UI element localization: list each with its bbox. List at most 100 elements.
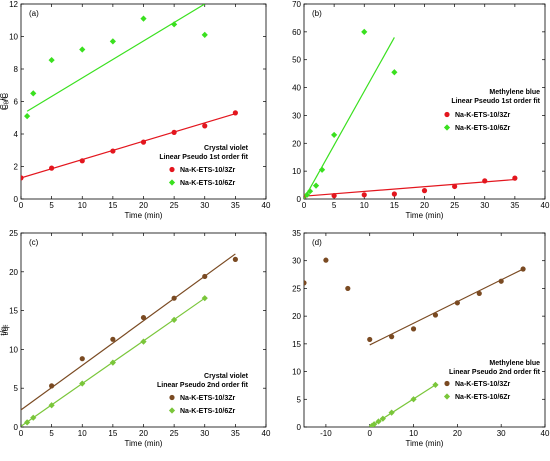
panel-label: (c) [29, 238, 39, 247]
x-tick-label: 5 [49, 429, 54, 438]
fit-line [21, 113, 236, 179]
plot-frame [303, 232, 546, 428]
x-tick-label: 0 [19, 201, 24, 210]
data-point [48, 56, 55, 64]
data-point [304, 280, 307, 286]
y-tick-label: 10 [9, 345, 18, 354]
data-point [49, 383, 55, 389]
annotation-line: Methylene blue [489, 89, 540, 96]
y-tick-label: 70 [292, 0, 301, 9]
data-point [375, 418, 382, 425]
legend-label: Na-K-ETS-10/3Zr [180, 395, 236, 402]
x-tick-label: 15 [108, 429, 117, 438]
data-point [171, 295, 177, 301]
panel-c: 0 5 10 15 20 25 30 35 40 0 5 10 15 20 25 Time (min) t/qₜ… [1, 229, 271, 448]
y-tick-label: 35 [292, 229, 301, 238]
data-point [304, 191, 311, 198]
y-tick-label: 15 [292, 340, 301, 349]
y-tick-label: 25 [9, 229, 18, 238]
data-point [140, 139, 147, 145]
legend-entry: Na-K-ETS-10/6Zr [443, 393, 511, 401]
y-tick-label: 10 [292, 167, 301, 176]
x-tick-label: 25 [170, 201, 179, 210]
x-tick-label: 40 [541, 429, 550, 438]
data-point [21, 175, 24, 181]
series-2 [368, 381, 439, 427]
y-tick-label: 0 [14, 423, 19, 432]
data-point [79, 46, 86, 53]
x-tick-label: 10 [360, 201, 369, 210]
data-point [318, 166, 326, 173]
data-point [421, 188, 428, 194]
y-tick-label: 25 [292, 284, 301, 293]
data-point [391, 191, 397, 197]
data-point [361, 192, 367, 198]
data-point [410, 396, 417, 403]
y-tick-label: 30 [292, 257, 301, 266]
data-point [232, 110, 238, 116]
x-tick-label: 25 [450, 201, 459, 210]
y-tick-label: 12 [9, 0, 18, 9]
data-point [331, 131, 338, 139]
fit-line [26, 4, 206, 112]
legend-entry: Na-K-ETS-10/3Zr [444, 380, 511, 388]
y-tick-label: 15 [9, 307, 18, 316]
legend-label: Na-K-ETS-10/6Zr [455, 394, 511, 401]
x-tick-label: 10 [409, 429, 418, 438]
y-tick-label: 20 [9, 268, 18, 277]
data-point [345, 285, 351, 292]
data-point [476, 290, 482, 297]
legend-marker [168, 179, 176, 186]
x-tick-label: 15 [390, 201, 399, 210]
x-tick-label: 30 [200, 201, 209, 210]
y-axis-label: C₀/C [1, 93, 10, 110]
x-tick-label: 20 [453, 429, 462, 438]
data-point [391, 69, 398, 76]
fit-line [21, 253, 236, 411]
x-tick-label: 35 [510, 201, 519, 210]
data-point [452, 183, 458, 190]
legend-label: Na-K-ETS-10/6Zr [180, 180, 236, 187]
data-point [520, 266, 526, 272]
panel-label: (b) [312, 9, 322, 18]
legend-marker [169, 394, 175, 401]
data-point [24, 113, 31, 120]
data-point [110, 336, 116, 342]
data-point [140, 15, 147, 22]
legend-marker [169, 166, 175, 173]
legend-entry: Na-K-ETS-10/3Zr [169, 394, 236, 402]
x-tick-label: 5 [332, 201, 337, 210]
series-1 [21, 110, 238, 181]
panel-label: (d) [312, 238, 322, 247]
data-point [498, 278, 504, 284]
series-1 [304, 257, 526, 346]
x-tick-label: 10 [78, 429, 87, 438]
legend-marker [444, 111, 450, 118]
legend-entry: Na-K-ETS-10/3Zr [444, 111, 511, 119]
x-tick-label: -10 [320, 429, 332, 438]
series-2 [304, 28, 398, 199]
data-point [379, 415, 386, 422]
data-point [312, 182, 320, 189]
data-point [454, 300, 460, 306]
x-tick-label: 40 [262, 201, 271, 210]
annotation-line: Linear Pseudo 2nd order fit [449, 369, 541, 376]
y-tick-label: 0 [297, 195, 302, 204]
x-tick-label: 30 [480, 201, 489, 210]
data-point [232, 256, 238, 262]
legend-label: Na-K-ETS-10/6Zr [455, 125, 511, 132]
data-point [171, 21, 178, 28]
y-tick-label: 5 [297, 395, 302, 404]
legend-marker [443, 393, 451, 400]
series-1 [21, 253, 238, 411]
annotation-line: Crystal violet [204, 145, 249, 152]
data-point [202, 273, 208, 280]
legend-marker [444, 380, 450, 387]
data-point [361, 28, 368, 35]
data-point [171, 316, 178, 324]
data-point [30, 414, 37, 421]
y-tick-label: 10 [292, 368, 301, 377]
x-tick-label: 10 [78, 201, 87, 210]
data-point [110, 148, 116, 154]
data-point [306, 188, 314, 195]
